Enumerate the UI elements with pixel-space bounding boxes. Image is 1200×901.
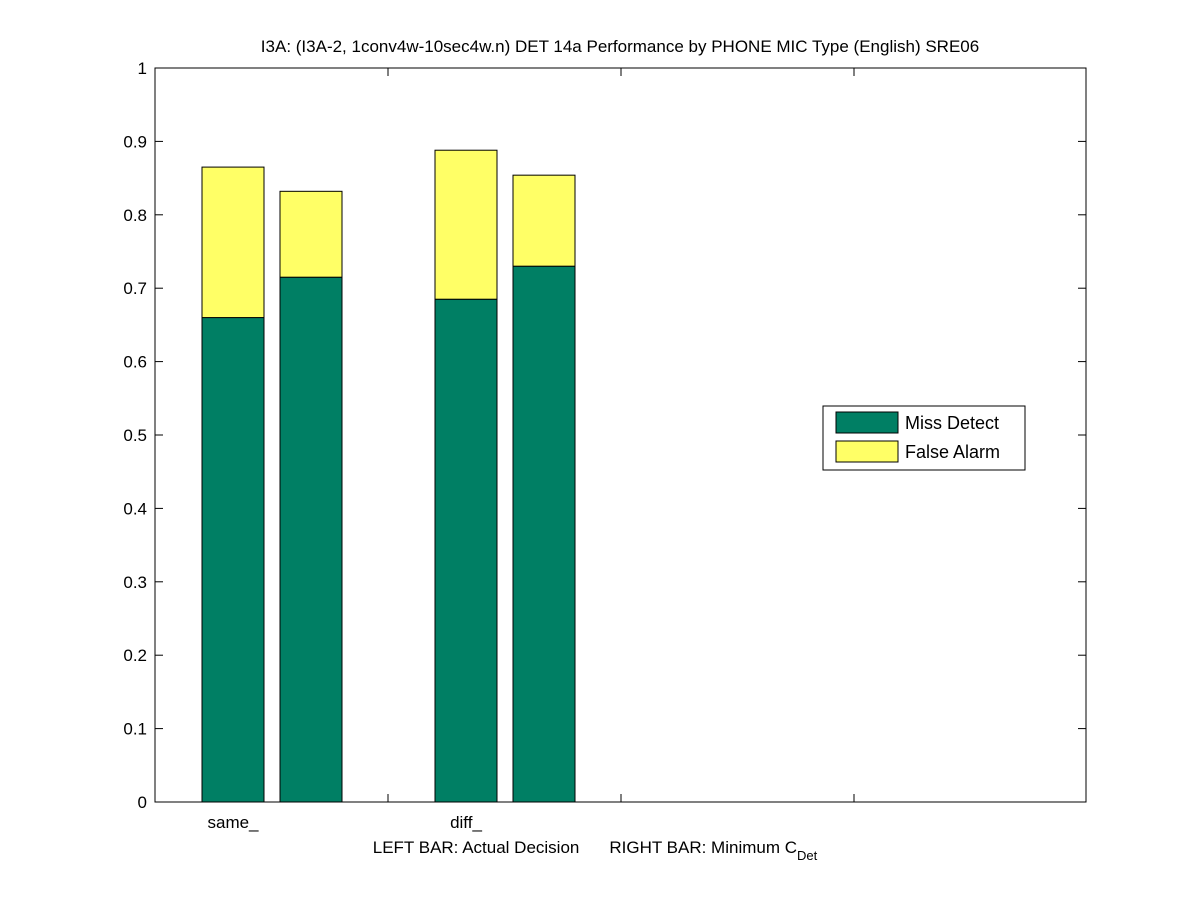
y-tick-label: 1	[138, 59, 147, 78]
y-tick-label: 0.5	[123, 426, 147, 445]
y-tick-label: 0.7	[123, 279, 147, 298]
y-tick-label: 0.8	[123, 206, 147, 225]
y-tick-label: 0.4	[123, 499, 147, 518]
plot-frame	[154, 67, 1087, 803]
y-tick-label: 0.6	[123, 353, 147, 372]
bar-false-alarm-diff-min	[512, 174, 576, 267]
bar-false-alarm-same-actual	[201, 166, 265, 319]
bar-miss-detect-same-actual	[201, 317, 265, 803]
x-axis-ticks	[387, 68, 855, 802]
x-axis-label-left: LEFT BAR: Actual Decision	[373, 838, 580, 857]
y-tick-label: 0	[138, 793, 147, 812]
bar-miss-detect-same-min	[279, 276, 343, 803]
legend-swatch-false-alarm	[835, 440, 899, 463]
legend-swatch-miss-detect	[835, 411, 899, 434]
y-tick-label: 0.9	[123, 132, 147, 151]
bar-false-alarm-same-min	[279, 190, 343, 278]
x-tick-label: diff_	[450, 813, 482, 832]
y-tick-label: 0.2	[123, 646, 147, 665]
legend-label-false-alarm: False Alarm	[905, 442, 1000, 462]
bar-miss-detect-diff-actual	[434, 298, 498, 803]
x-axis-label: LEFT BAR: Actual Decision RIGHT BAR: Mini…	[373, 838, 818, 863]
bar-miss-detect-diff-min	[512, 265, 576, 803]
x-axis-label-subscript: Det	[797, 848, 818, 863]
bar-false-alarm-diff-actual	[434, 149, 498, 300]
legend: Miss Detect False Alarm	[822, 405, 1026, 471]
y-tick-label: 0.1	[123, 720, 147, 739]
y-tick-label: 0.3	[123, 573, 147, 592]
chart-title: I3A: (I3A-2, 1conv4w-10sec4w.n) DET 14a …	[261, 37, 979, 56]
x-axis-label-right: RIGHT BAR: Minimum C	[609, 838, 797, 857]
bars: same_ diff_	[201, 149, 576, 832]
legend-label-miss-detect: Miss Detect	[905, 413, 999, 433]
x-tick-label: same_	[207, 813, 259, 832]
y-axis-ticks: 0 0.1 0.2 0.3 0.4 0.5 0.6 0.7 0.8 0.9 1	[123, 59, 1086, 812]
